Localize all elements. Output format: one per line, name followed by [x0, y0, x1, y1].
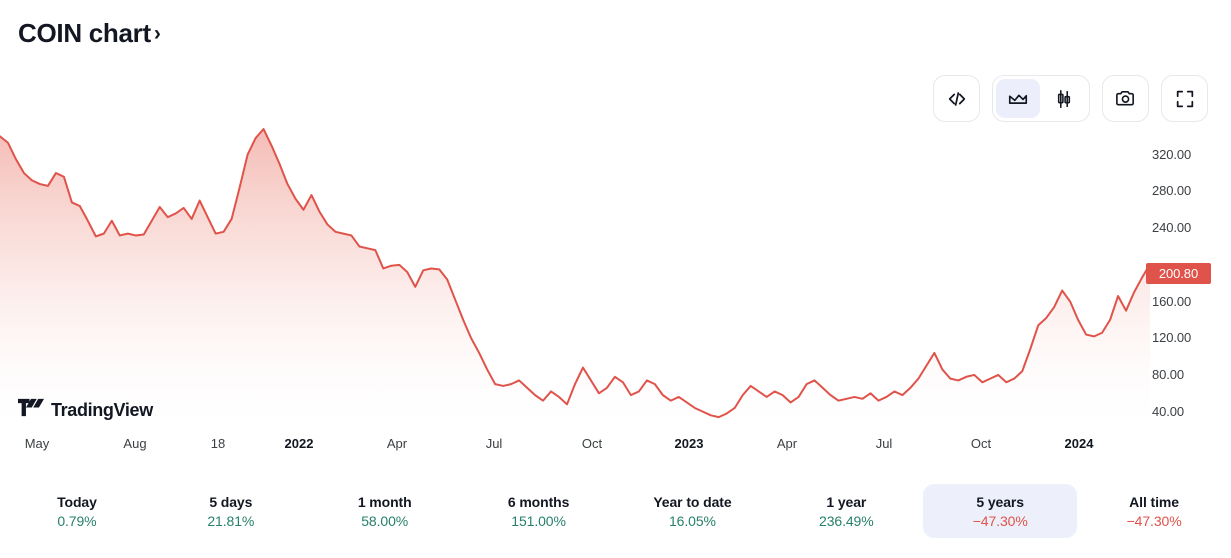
x-axis-tick: 2024: [1064, 436, 1094, 451]
page-title: COIN chart: [18, 18, 151, 48]
price-chart[interactable]: [0, 118, 1231, 430]
tradingview-wordmark: TradingView: [51, 399, 153, 420]
period-button-5-years[interactable]: 5 years −47.30%: [923, 484, 1078, 538]
fullscreen-button[interactable]: [1161, 75, 1208, 122]
code-icon: [946, 88, 968, 110]
x-axis-tick: Jul: [485, 436, 503, 451]
chevron-right-icon[interactable]: ›: [153, 22, 161, 45]
x-axis-tick: May: [24, 436, 50, 451]
tradingview-logo: TradingView: [18, 398, 153, 422]
x-axis-tick: Jul: [875, 436, 893, 451]
y-axis-tick: 120.00: [1152, 330, 1192, 346]
period-change-value: 21.81%: [207, 512, 255, 529]
y-axis-tick: 160.00: [1152, 293, 1192, 309]
period-button-1-month[interactable]: 1 month 58.00%: [308, 484, 462, 538]
x-axis-tick: Apr: [776, 436, 798, 451]
area-chart-icon: [1007, 88, 1029, 110]
chart-type-group: [992, 75, 1090, 122]
candlestick-icon: [1053, 88, 1075, 110]
x-axis-tick: 2022: [284, 436, 314, 451]
period-change-value: 16.05%: [668, 512, 716, 529]
y-axis-tick: 40.00: [1152, 403, 1185, 419]
period-label: Year to date: [653, 493, 732, 510]
area-chart-toggle[interactable]: [996, 79, 1040, 118]
x-axis-tick: 18: [210, 436, 226, 451]
period-change-value: 151.00%: [511, 512, 566, 529]
period-label: 1 year: [826, 493, 867, 510]
period-change-value: 0.79%: [57, 512, 97, 529]
period-change-value: −47.30%: [1126, 512, 1182, 529]
period-label: Today: [57, 493, 97, 510]
period-label: 1 month: [357, 493, 412, 510]
x-axis-tick: Aug: [123, 436, 147, 451]
period-button-year-to-date[interactable]: Year to date 16.05%: [616, 484, 770, 538]
period-button-5-days[interactable]: 5 days 21.81%: [154, 484, 308, 538]
tradingview-mark-icon: [18, 398, 44, 422]
candlestick-chart-toggle[interactable]: [1042, 79, 1086, 118]
period-label: 5 years: [976, 493, 1024, 510]
period-change-value: −47.30%: [972, 512, 1028, 529]
last-price-badge: 200.80: [1146, 263, 1211, 284]
y-axis: 320.00280.00240.00200.80160.00120.0080.0…: [1152, 118, 1231, 430]
y-axis-tick: 240.00: [1152, 220, 1192, 236]
chart-toolbar: [933, 75, 1208, 122]
snapshot-button[interactable]: [1102, 75, 1149, 122]
y-axis-tick: 320.00: [1152, 146, 1192, 162]
period-selector: Today 0.79% 5 days 21.81% 1 month 58.00% 6 mon…: [0, 478, 1231, 544]
period-button-today[interactable]: Today 0.79%: [0, 484, 154, 538]
period-label: 5 days: [209, 493, 253, 510]
page-header: COIN chart ›: [18, 16, 161, 50]
period-change-value: 58.00%: [361, 512, 409, 529]
period-button-all-time[interactable]: All time −47.30%: [1077, 484, 1231, 538]
x-axis-tick: Apr: [386, 436, 408, 451]
period-change-value: 236.49%: [819, 512, 874, 529]
chart-canvas: [0, 128, 1150, 430]
period-label: 6 months: [507, 493, 570, 510]
fullscreen-icon: [1174, 88, 1196, 110]
x-axis-tick: Oct: [970, 436, 992, 451]
x-axis-tick: Oct: [581, 436, 603, 451]
camera-icon: [1114, 87, 1137, 110]
x-axis-tick: 2023: [674, 436, 704, 451]
period-label: All time: [1129, 493, 1179, 510]
x-axis: May Aug 18 2022 Apr Jul Oct 2023 Apr Jul Oct 2024: [0, 436, 1150, 456]
chart-line: [0, 128, 1150, 419]
period-button-6-months[interactable]: 6 months 151.00%: [462, 484, 616, 538]
embed-code-button[interactable]: [933, 75, 980, 122]
period-button-1-year[interactable]: 1 year 236.49%: [769, 484, 923, 538]
chart-area-fill: [0, 129, 1150, 430]
y-axis-tick: 80.00: [1152, 366, 1185, 382]
y-axis-tick: 280.00: [1152, 183, 1192, 199]
